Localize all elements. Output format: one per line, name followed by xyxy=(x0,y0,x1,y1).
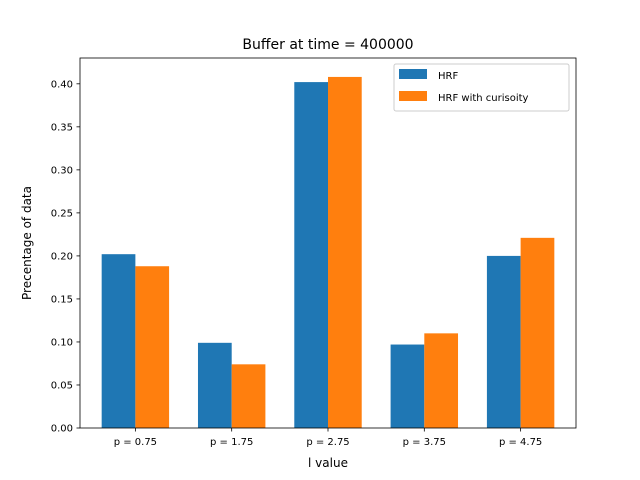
x-tick-label-1: p = 1.75 xyxy=(210,437,253,448)
plot-area: 0.00 0.05 0.10 0.15 0.20 0.25 0.30 0.35 0.40 p =… xyxy=(51,57,577,448)
bar-hrf-1 xyxy=(197,342,232,428)
y-tick-label-5: 0.25 xyxy=(51,208,73,219)
y-axis-label: Precentage of data xyxy=(20,186,34,300)
bar-hrf-with-curisoity-0 xyxy=(135,266,170,428)
y-tick-label-1: 0.05 xyxy=(51,380,73,391)
bar-hrf-with-curisoity-4 xyxy=(520,237,555,428)
y-tick-label-4: 0.20 xyxy=(51,251,73,262)
bar-hrf-with-curisoity-3 xyxy=(424,333,459,428)
x-tick-label-2: p = 2.75 xyxy=(306,437,349,448)
legend-frame xyxy=(393,63,570,112)
bar-hrf-with-curisoity-2 xyxy=(328,76,362,428)
legend-swatch-hrf-with-curisoity xyxy=(399,91,427,101)
legend-label-hrf: HRF xyxy=(438,71,458,82)
x-axis: p = 0.75 p = 1.75 p = 2.75 p = 3.75 p = 4.75 xyxy=(114,428,542,448)
x-tick-label-0: p = 0.75 xyxy=(114,437,157,448)
bar-hrf-with-curisoity-1 xyxy=(231,364,266,428)
x-tick-label-3: p = 3.75 xyxy=(403,437,446,448)
bar-hrf-0 xyxy=(101,254,136,428)
legend-swatch-hrf xyxy=(399,69,427,79)
chart-title: Buffer at time = 400000 xyxy=(242,37,413,53)
y-tick-label-0: 0.00 xyxy=(51,424,73,435)
bars-group xyxy=(101,76,555,429)
y-tick-label-2: 0.10 xyxy=(51,337,73,348)
bar-hrf-2 xyxy=(294,82,328,429)
bar-hrf-3 xyxy=(390,344,425,428)
x-tick-label-4: p = 4.75 xyxy=(499,437,542,448)
plot-frame xyxy=(79,57,577,429)
y-tick-label-7: 0.35 xyxy=(51,122,73,133)
y-axis: 0.00 0.05 0.10 0.15 0.20 0.25 0.30 0.35 0.40 xyxy=(51,79,80,435)
legend: HRF HRF with curisoity xyxy=(393,63,570,112)
y-tick-label-3: 0.15 xyxy=(51,294,73,305)
y-tick-label-6: 0.30 xyxy=(51,165,73,176)
x-axis-label: l value xyxy=(308,456,348,470)
legend-label-hrf-with-curisoity: HRF with curisoity xyxy=(438,93,529,104)
y-tick-label-8: 0.40 xyxy=(51,79,73,90)
bar-hrf-4 xyxy=(486,255,521,428)
